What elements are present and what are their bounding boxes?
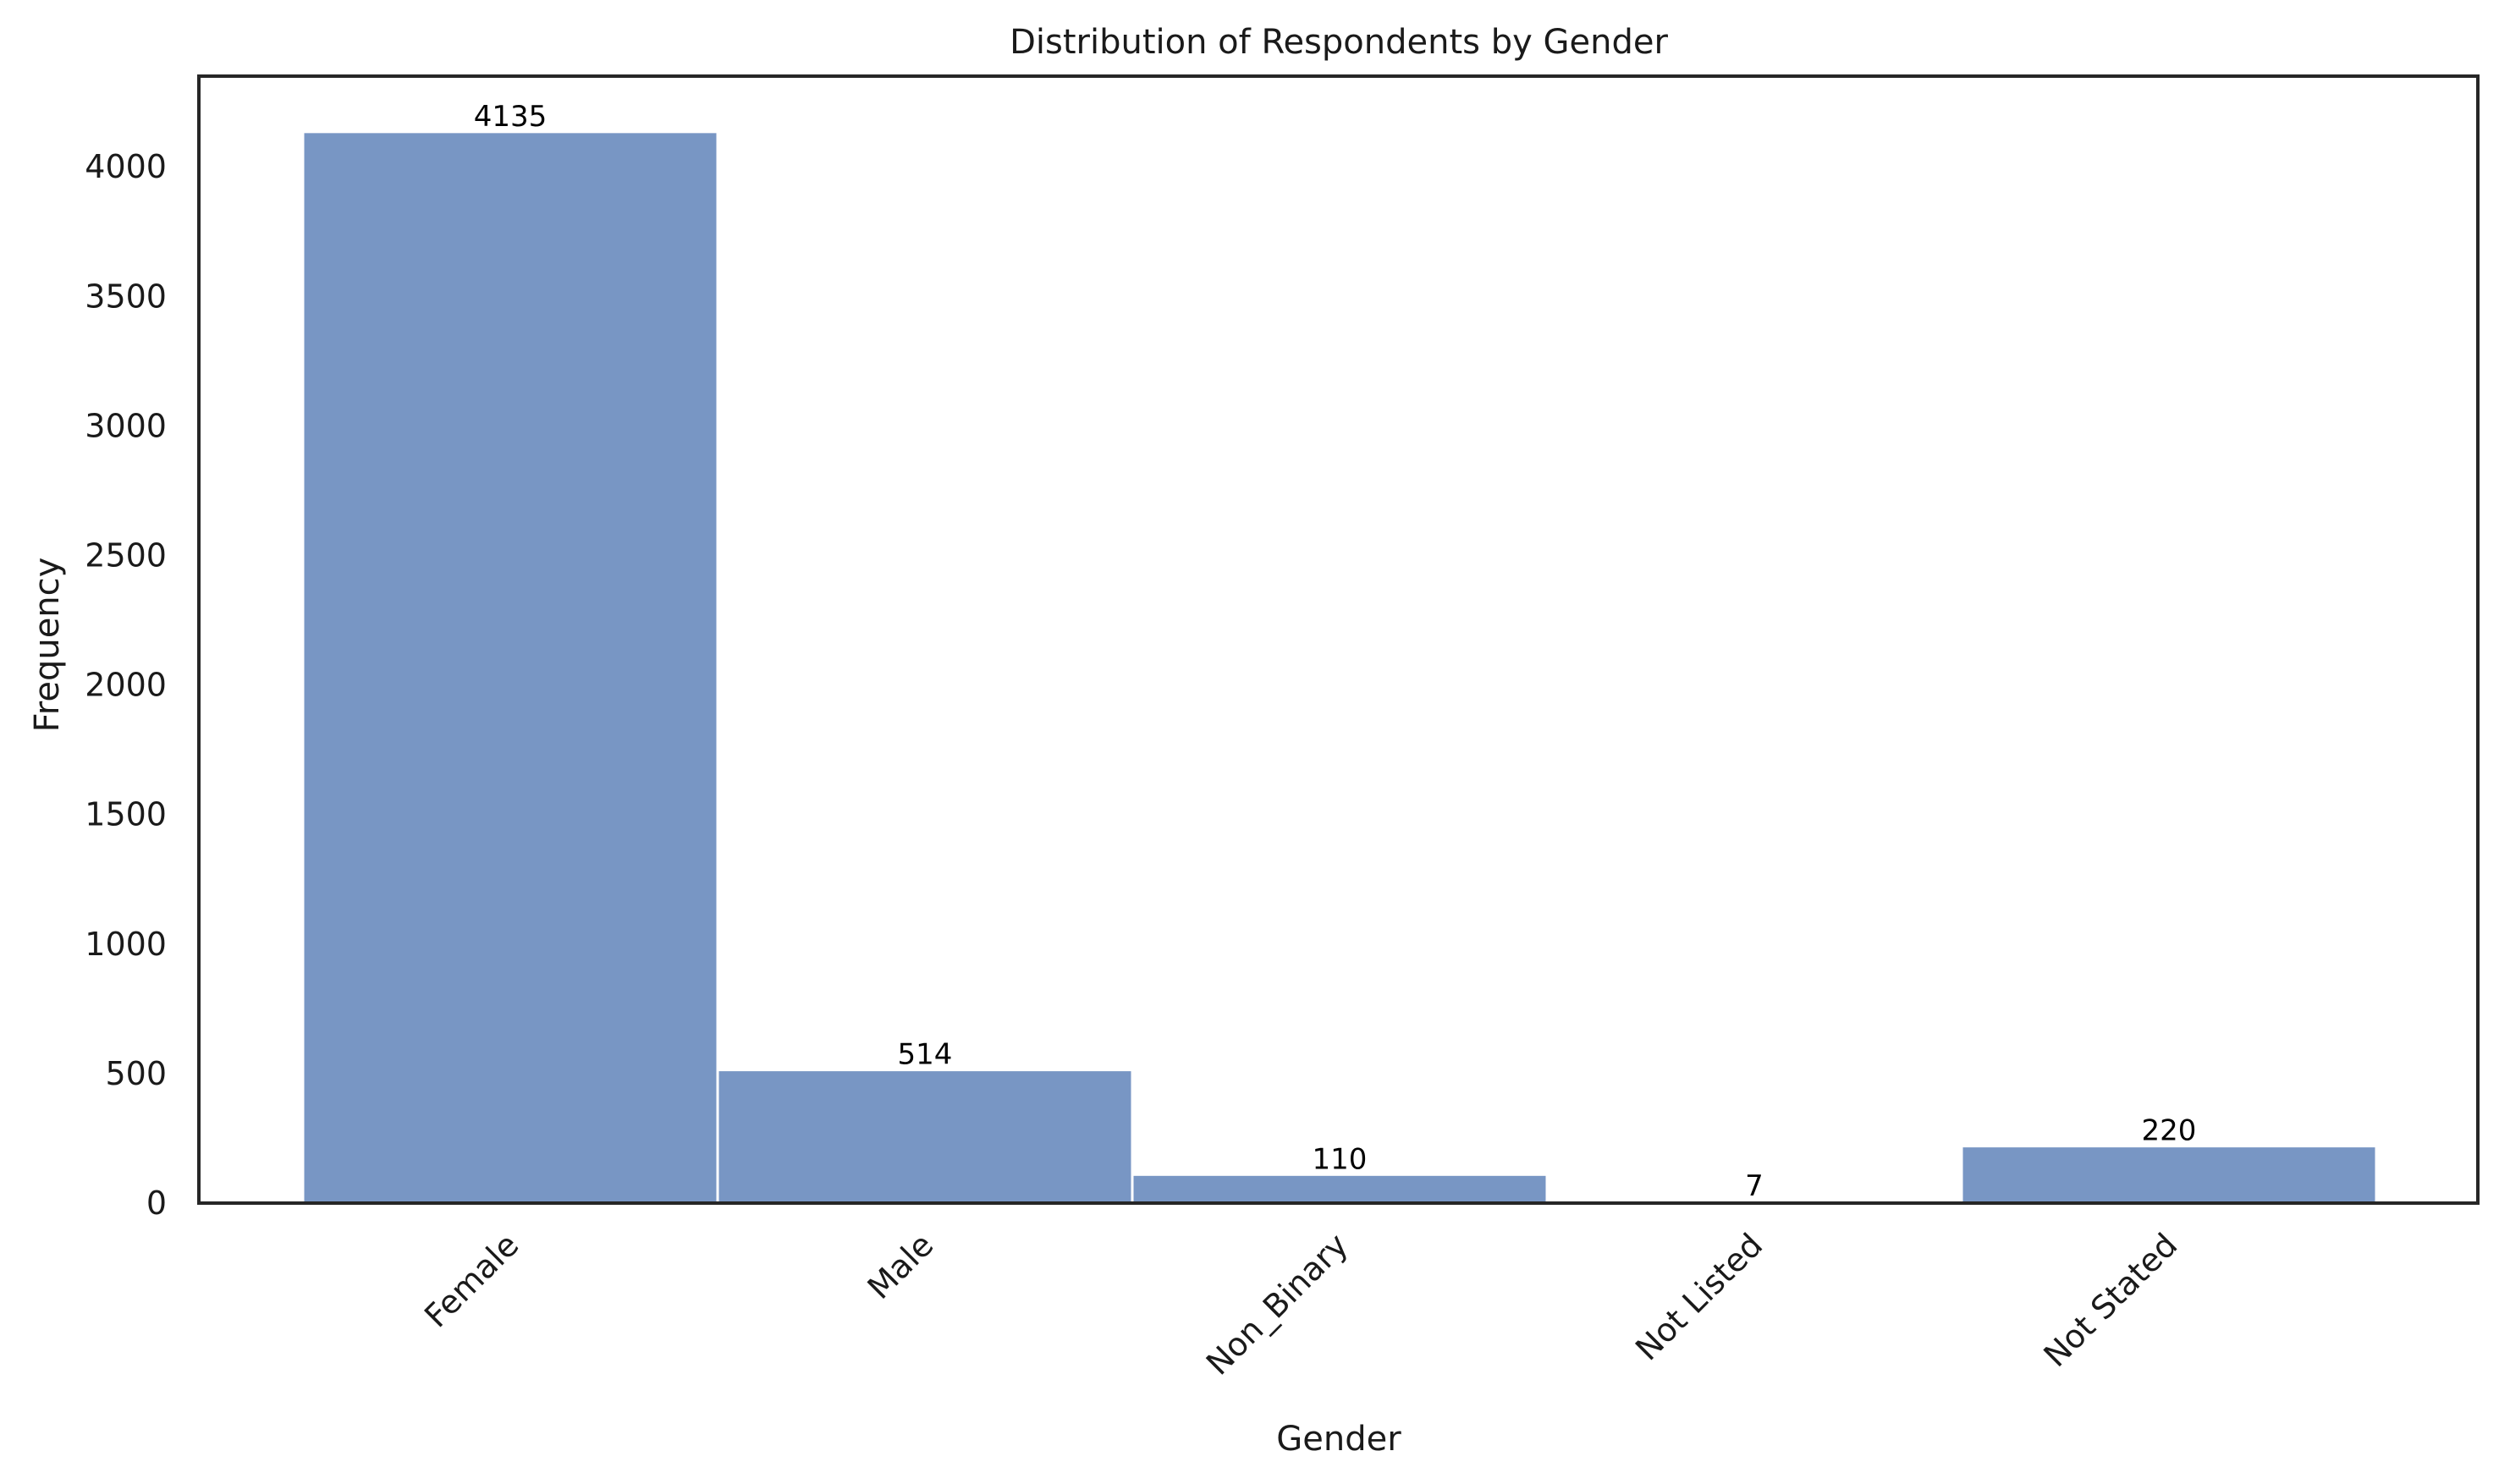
bars-group (301, 130, 2378, 1205)
bar (716, 1069, 1134, 1205)
bar (1960, 1145, 2378, 1205)
data-labels-group: 4135 514 110 7 220 (474, 100, 2197, 1203)
bar (1131, 1173, 1549, 1205)
bar (301, 130, 719, 1205)
chart-title: Distribution of Respondents by Gender (1010, 23, 1668, 62)
bar-value-label: 514 (898, 1038, 953, 1072)
y-tick-label: 3500 (85, 278, 167, 315)
y-tick-label: 2500 (85, 536, 167, 574)
y-tick-label: 3000 (85, 407, 167, 444)
y-axis-label: Frequency (28, 558, 67, 733)
bar-value-label: 7 (1745, 1169, 1764, 1203)
y-tick-label: 1500 (85, 796, 167, 833)
y-tick-label: 0 (146, 1184, 167, 1222)
bar-value-label: 110 (1313, 1142, 1368, 1176)
x-axis-label: Gender (1276, 1420, 1401, 1459)
bar-value-label: 220 (2142, 1114, 2197, 1148)
y-tick-label: 500 (105, 1055, 167, 1092)
y-axis: 0 500 1000 1500 2000 2500 3000 3500 4000 (85, 148, 167, 1222)
y-tick-label: 2000 (85, 667, 167, 704)
y-tick-label: 1000 (85, 926, 167, 963)
plot-frame (197, 74, 2480, 1205)
y-tick-label: 4000 (85, 148, 167, 185)
bar-value-label: 4135 (474, 100, 548, 134)
